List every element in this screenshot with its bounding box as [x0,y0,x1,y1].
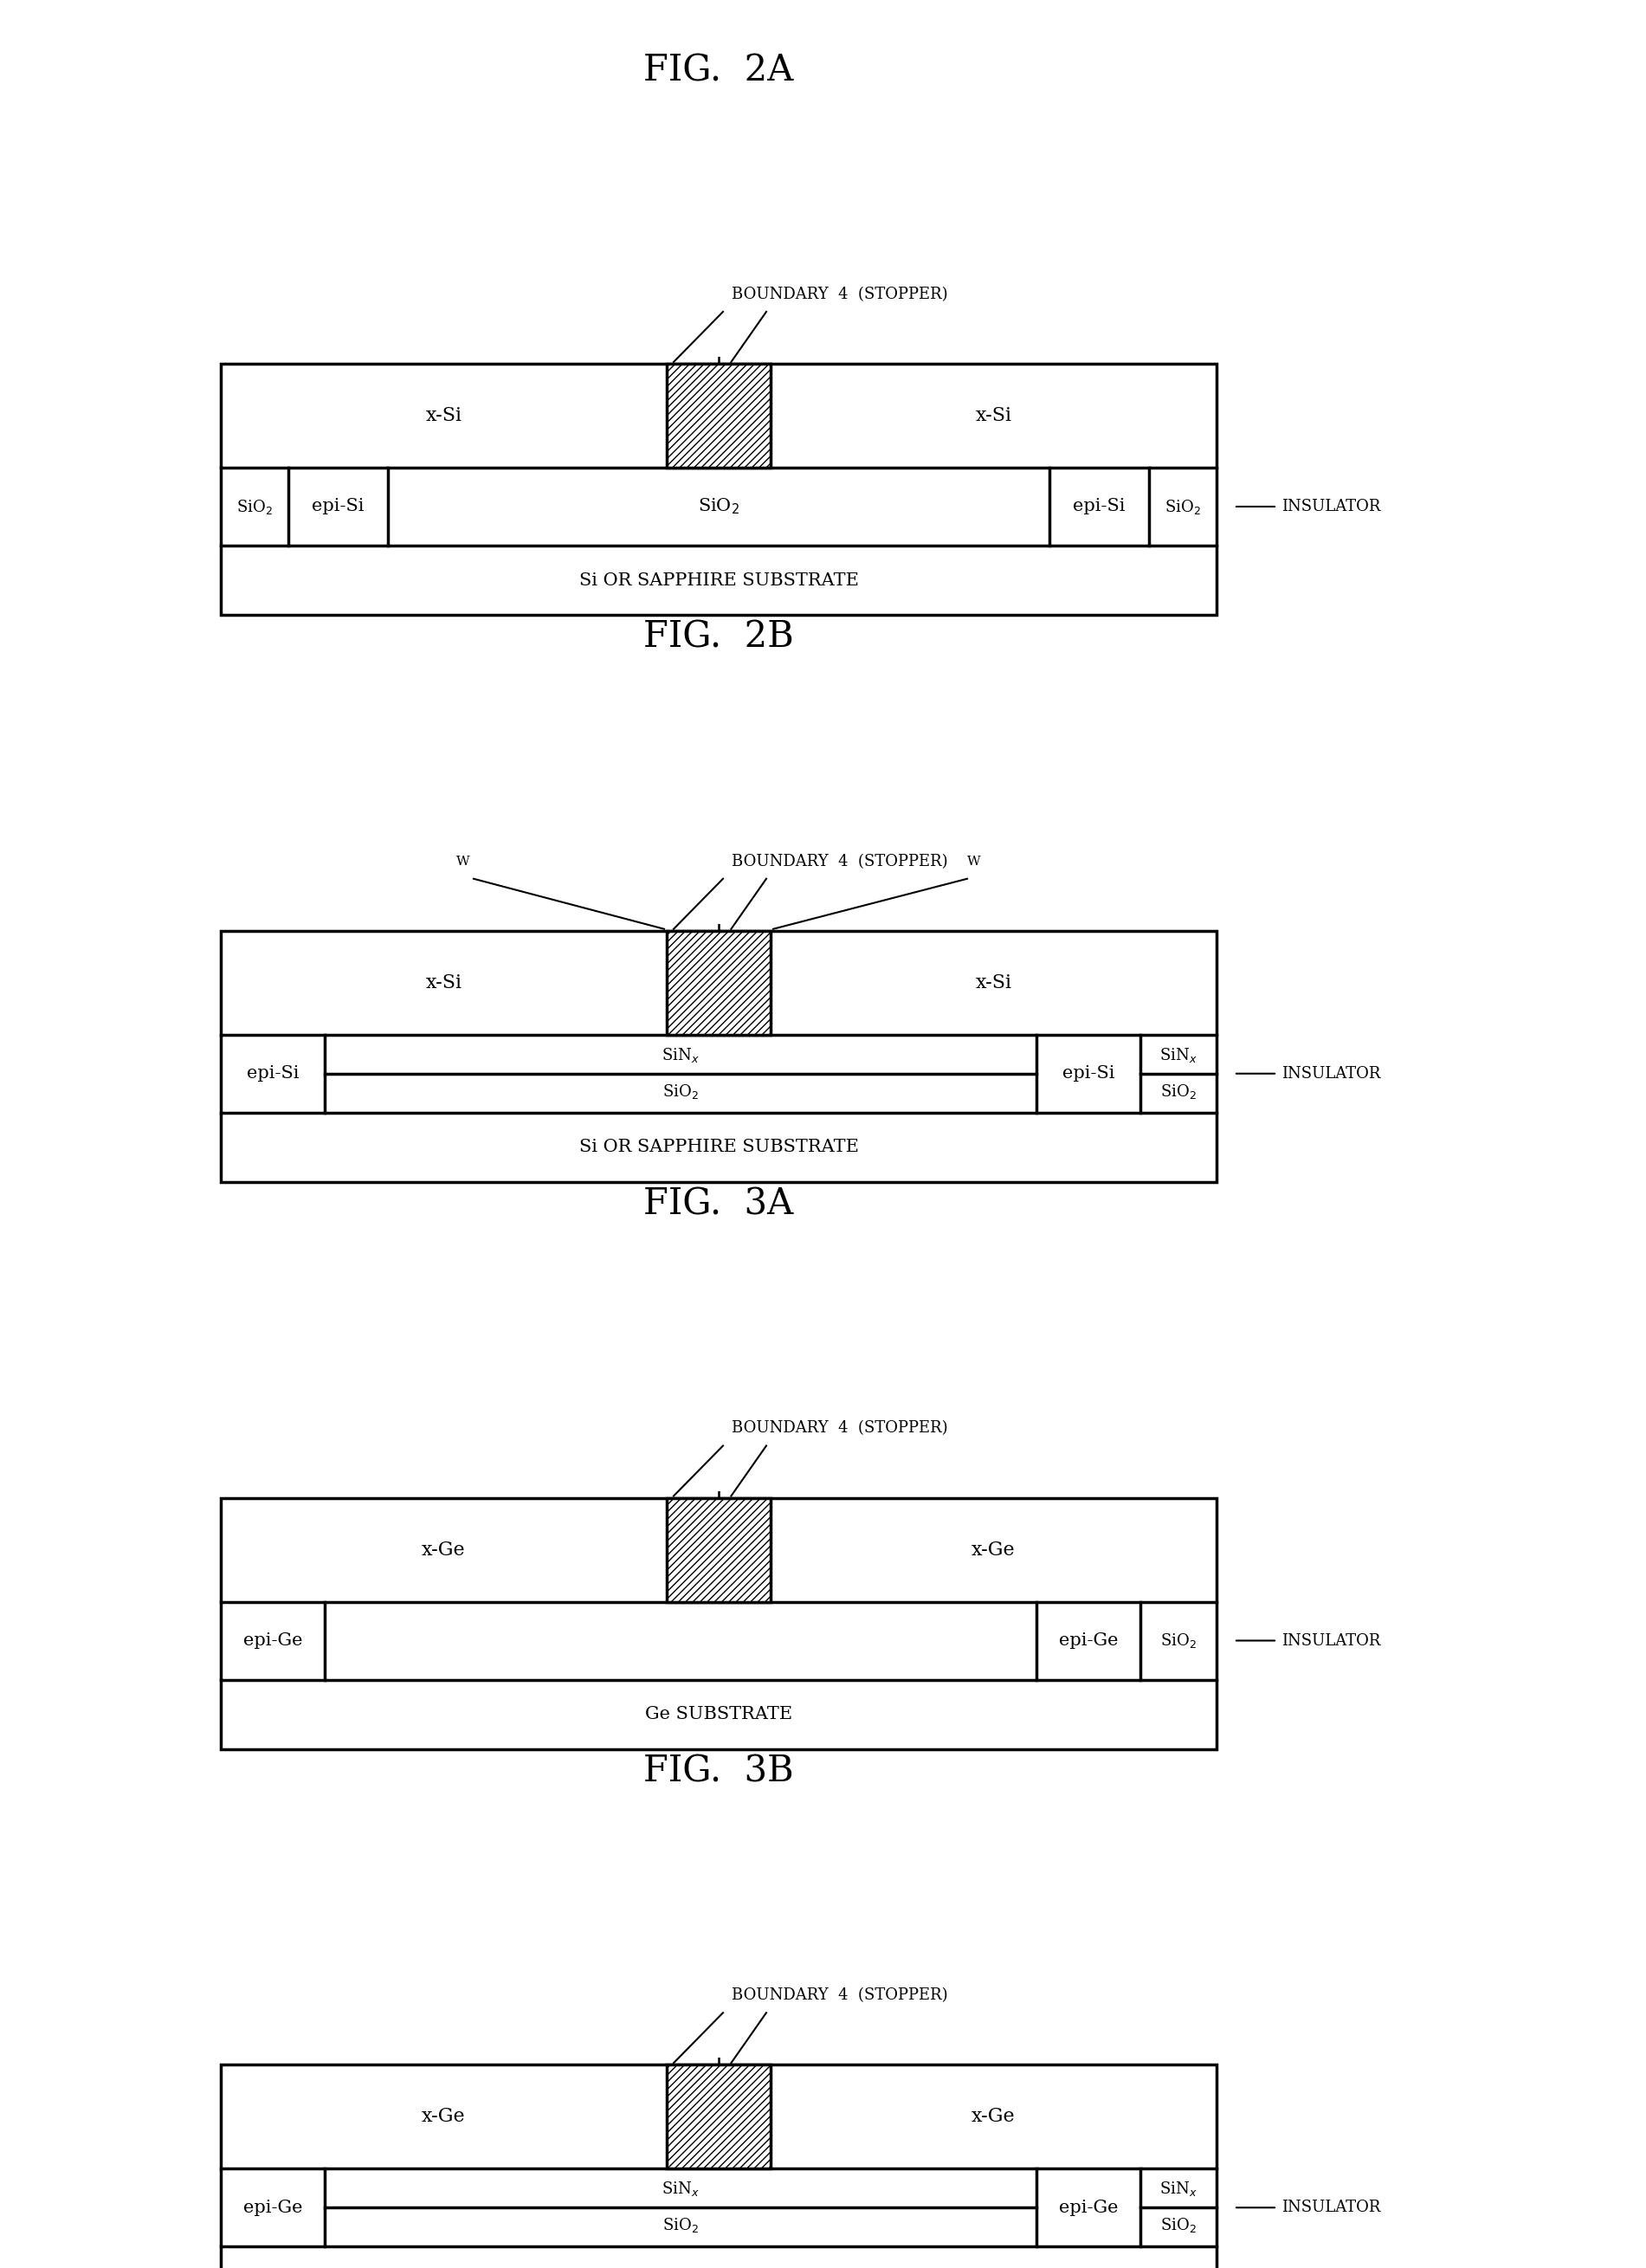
Bar [667,1497,770,1601]
Text: x-Si: x-Si [976,973,1012,991]
Bar [221,2064,1216,2268]
Bar [667,2064,770,2168]
Text: SiO$_2$: SiO$_2$ [662,1082,698,1100]
Text: INSULATOR: INSULATOR [1282,1066,1381,1082]
Text: Si OR SAPPHIRE SUBSTRATE: Si OR SAPPHIRE SUBSTRATE [579,1139,859,1154]
Text: INSULATOR: INSULATOR [1282,2200,1381,2216]
Text: x-Si: x-Si [976,406,1012,424]
Bar [221,1497,1216,1749]
Text: FIG.  2B: FIG. 2B [644,619,793,655]
Bar [667,2064,770,2168]
Text: SiN$_x$: SiN$_x$ [662,1046,700,1064]
Text: FIG.  2A: FIG. 2A [644,52,793,88]
Text: FIG.  3B: FIG. 3B [644,1753,793,1789]
Text: epi-Ge: epi-Ge [244,1633,303,1649]
Text: W: W [968,855,981,866]
Text: BOUNDARY  4  (STOPPER): BOUNDARY 4 (STOPPER) [732,1987,948,2003]
Text: epi-Ge: epi-Ge [244,2200,303,2216]
Text: BOUNDARY  4  (STOPPER): BOUNDARY 4 (STOPPER) [732,286,948,302]
Text: epi-Si: epi-Si [1073,499,1126,515]
Text: W: W [456,855,471,866]
Bar [667,363,770,467]
Text: Si OR SAPPHIRE SUBSTRATE: Si OR SAPPHIRE SUBSTRATE [579,572,859,587]
Text: INSULATOR: INSULATOR [1282,499,1381,515]
Text: epi-Ge: epi-Ge [1058,1633,1118,1649]
Text: x-Si: x-Si [426,406,463,424]
Text: SiO$_2$: SiO$_2$ [662,2216,698,2234]
Bar [667,930,770,1034]
Text: FIG.  3A: FIG. 3A [644,1186,793,1222]
Text: SiO$_2$: SiO$_2$ [698,497,739,517]
Text: Ge SUBSTRATE: Ge SUBSTRATE [645,1706,792,1721]
Text: epi-Ge: epi-Ge [1058,2200,1118,2216]
Text: SiO$_2$: SiO$_2$ [1160,2216,1197,2234]
Text: SiO$_2$: SiO$_2$ [1160,1631,1197,1649]
Text: SiN$_x$: SiN$_x$ [1159,2180,1197,2198]
Text: SiO$_2$: SiO$_2$ [237,497,273,515]
Text: SiO$_2$: SiO$_2$ [1165,497,1202,515]
Text: x-Ge: x-Ge [421,1540,466,1558]
Bar [667,1497,770,1601]
Text: SiN$_x$: SiN$_x$ [662,2180,700,2198]
Text: x-Ge: x-Ge [971,1540,1016,1558]
Text: BOUNDARY  4  (STOPPER): BOUNDARY 4 (STOPPER) [732,1420,948,1436]
Bar [667,930,770,1034]
Text: epi-Si: epi-Si [313,499,364,515]
Text: epi-Si: epi-Si [247,1066,300,1082]
Text: BOUNDARY  4  (STOPPER): BOUNDARY 4 (STOPPER) [732,853,948,869]
Text: epi-Si: epi-Si [1062,1066,1114,1082]
Text: x-Ge: x-Ge [971,2107,1016,2125]
Text: INSULATOR: INSULATOR [1282,1633,1381,1649]
Bar [221,930,1216,1182]
Text: SiN$_x$: SiN$_x$ [1159,1046,1197,1064]
Text: x-Ge: x-Ge [421,2107,466,2125]
Text: SiO$_2$: SiO$_2$ [1160,1082,1197,1100]
Bar [667,363,770,467]
Text: x-Si: x-Si [426,973,463,991]
Bar [221,363,1216,615]
